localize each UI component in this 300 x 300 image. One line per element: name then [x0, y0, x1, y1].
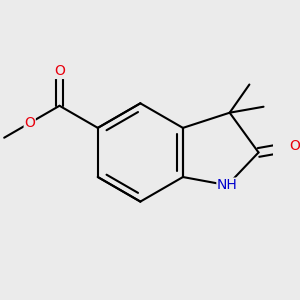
Text: O: O: [24, 116, 35, 130]
Text: O: O: [290, 139, 300, 153]
Text: O: O: [54, 64, 65, 78]
Text: NH: NH: [217, 178, 238, 192]
